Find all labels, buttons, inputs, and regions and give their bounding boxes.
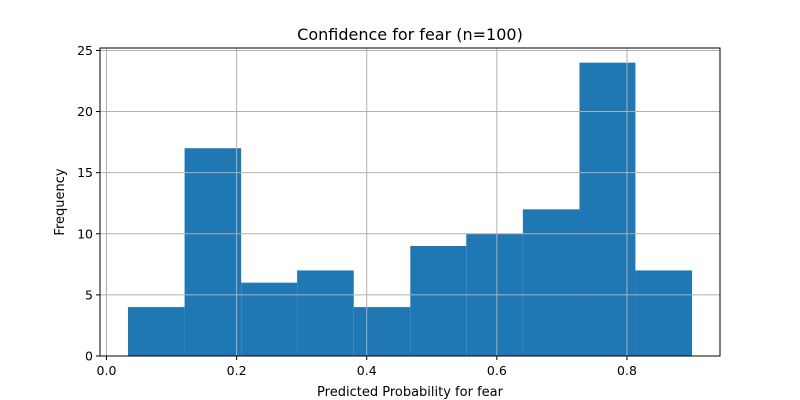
histogram-bar-1	[127, 307, 185, 356]
y-tick-label: 20	[77, 104, 93, 119]
y-tick-label: 10	[77, 226, 93, 241]
histogram-bar-6	[410, 246, 467, 356]
x-tick-label: 0.8	[617, 363, 637, 378]
y-tick-label: 15	[77, 165, 93, 180]
y-axis-ticks: 0 5 10 15 20 25	[77, 43, 100, 364]
histogram-bar-3	[241, 282, 298, 356]
histogram-bars	[127, 62, 693, 357]
plot-area	[99, 47, 721, 357]
axes-frame	[99, 47, 721, 357]
histogram-bar-5	[353, 307, 411, 356]
y-tick-label: 0	[85, 349, 93, 364]
histogram-bar-2	[184, 148, 242, 356]
y-tick-label: 25	[77, 43, 93, 58]
y-axis-label: Frequency	[53, 168, 68, 235]
y-tick-label: 5	[85, 287, 93, 302]
x-axis-label: Predicted Probability for fear	[317, 385, 504, 400]
x-tick-label: 0.0	[97, 363, 117, 378]
x-tick-label: 0.6	[487, 363, 507, 378]
histogram-bar-4	[297, 270, 354, 356]
x-tick-label: 0.4	[357, 363, 377, 378]
x-tick-label: 0.2	[227, 363, 247, 378]
x-axis-ticks: 0.0 0.2 0.4 0.6 0.8	[97, 356, 637, 378]
histogram-bar-10	[635, 270, 693, 356]
histogram-bar-8	[522, 209, 580, 356]
chart-title: Confidence for fear (n=100)	[297, 25, 523, 44]
